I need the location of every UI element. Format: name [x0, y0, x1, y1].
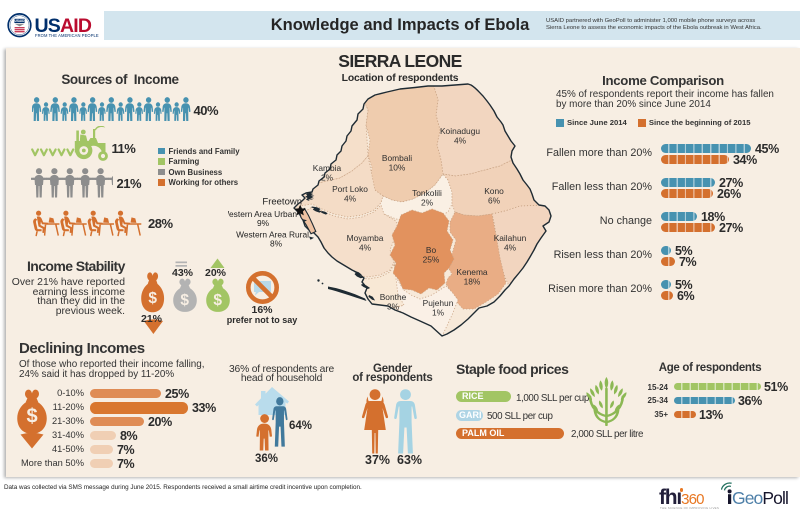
svg-text:Kailahun: Kailahun [494, 233, 527, 243]
svg-text:9%: 9% [257, 218, 270, 228]
svg-text:4%: 4% [504, 243, 517, 253]
svg-text:Port Loko: Port Loko [332, 184, 368, 194]
svg-text:$: $ [26, 406, 37, 428]
svg-text:4%: 4% [344, 194, 357, 204]
svg-text:Bombali: Bombali [382, 153, 412, 163]
svg-text:2%: 2% [321, 173, 334, 183]
svg-text:Koinadugu: Koinadugu [440, 126, 480, 136]
svg-text:USAID: USAID [35, 15, 92, 37]
svg-text:Western Area Urban: Western Area Urban [228, 209, 297, 219]
svg-text:3%: 3% [387, 302, 400, 312]
svg-text:Tonkolili: Tonkolili [412, 188, 442, 198]
svg-text:2%: 2% [421, 198, 434, 208]
svg-text:8%: 8% [270, 239, 283, 249]
svg-text:6%: 6% [488, 196, 501, 206]
svg-text:Bonthe: Bonthe [380, 292, 407, 302]
svg-text:Bo: Bo [426, 245, 437, 255]
svg-text:4%: 4% [454, 136, 467, 146]
svg-text:Freetown: Freetown [262, 197, 302, 208]
svg-text:25%: 25% [423, 255, 440, 265]
svg-text:Moyamba: Moyamba [347, 233, 384, 243]
svg-text:FROM THE AMERICAN PEOPLE: FROM THE AMERICAN PEOPLE [35, 33, 99, 38]
svg-text:Kono: Kono [484, 186, 504, 196]
svg-text:18%: 18% [464, 277, 481, 287]
svg-text:$: $ [213, 292, 222, 309]
svg-text:Pujehun: Pujehun [423, 298, 454, 308]
svg-text:Western Area Rural: Western Area Rural [236, 230, 309, 240]
svg-text:GeoPoll: GeoPoll [732, 488, 788, 507]
svg-text:1%: 1% [432, 308, 445, 318]
svg-text:$: $ [148, 290, 157, 307]
svg-text:USAID: USAID [15, 19, 26, 23]
svg-text:Kambia: Kambia [313, 163, 342, 173]
svg-text:10%: 10% [389, 163, 406, 173]
svg-text:Kenema: Kenema [456, 267, 488, 277]
svg-text:$: $ [180, 292, 189, 309]
svg-text:4%: 4% [359, 243, 372, 253]
